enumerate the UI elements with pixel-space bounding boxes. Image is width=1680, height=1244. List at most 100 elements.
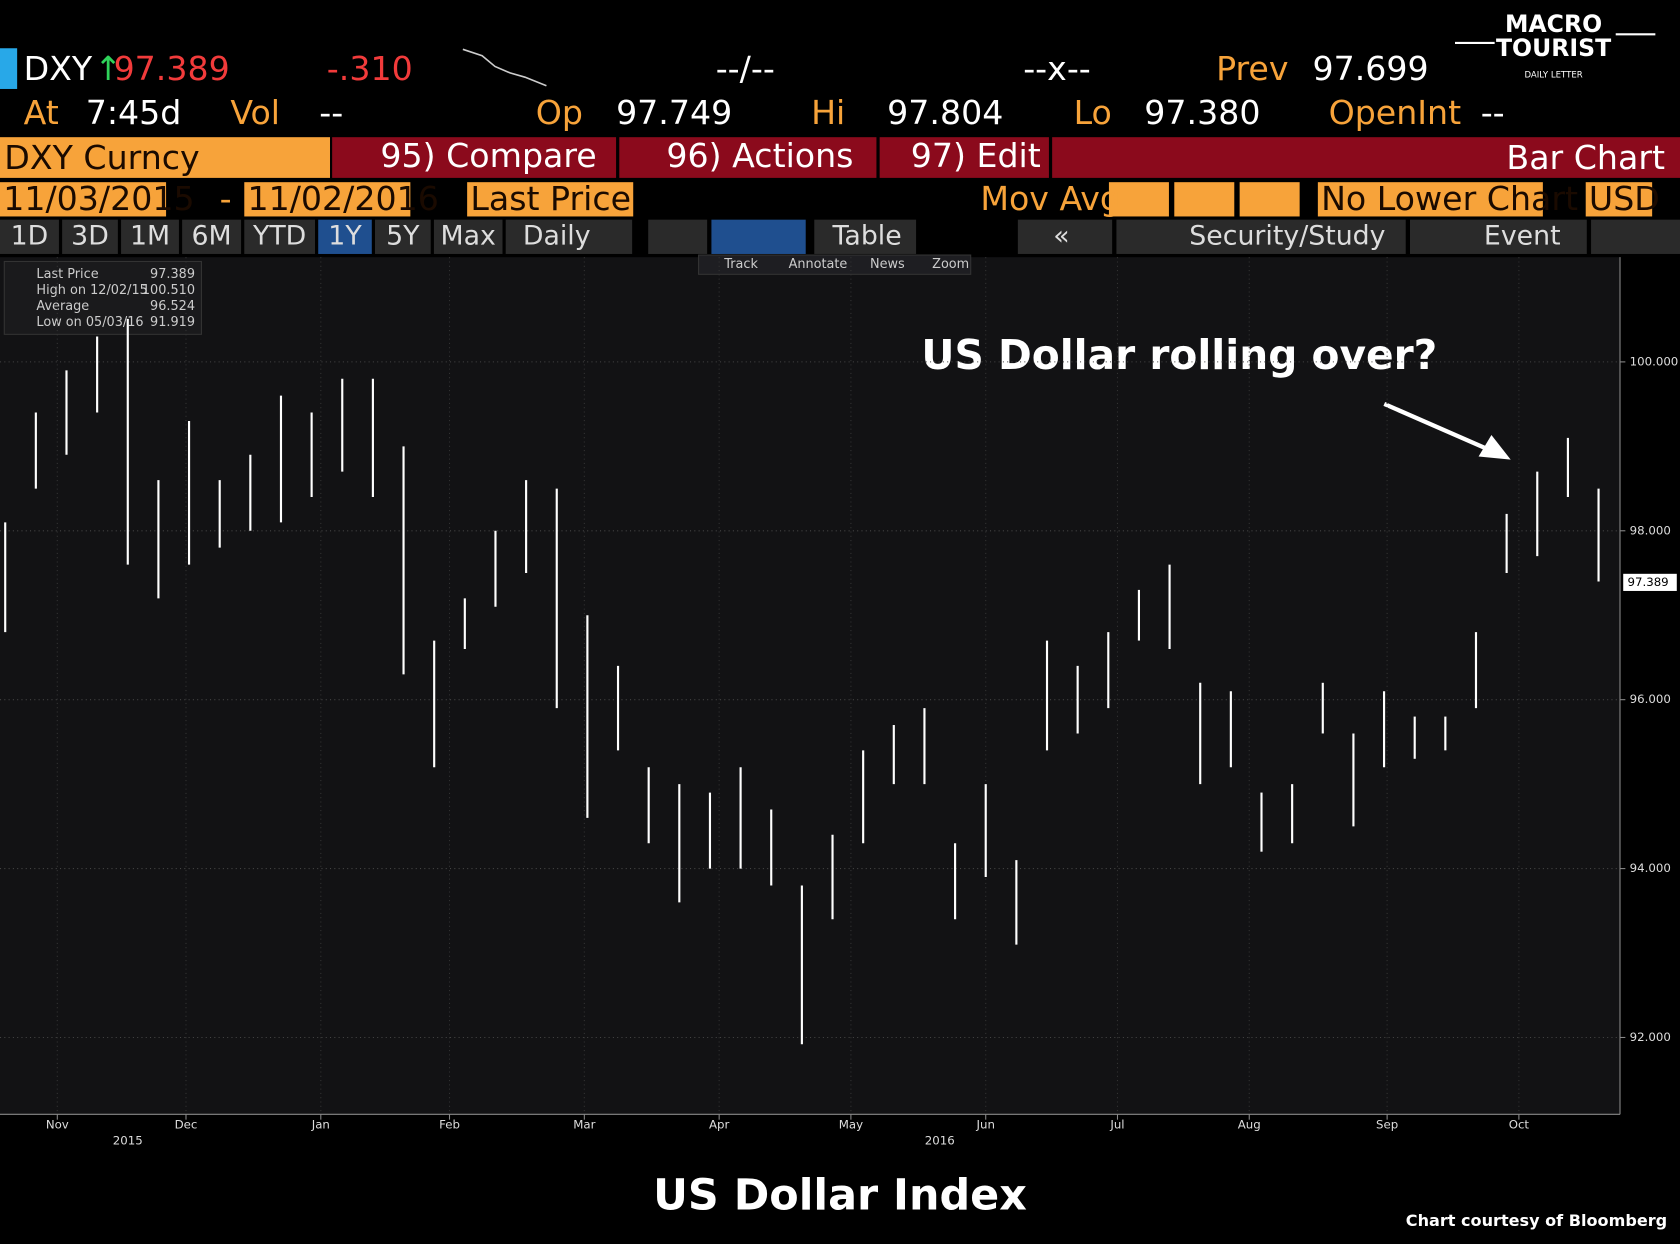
up-arrow: ↑ [94, 49, 122, 88]
toolbar [698, 254, 972, 275]
button[interactable] [0, 219, 59, 254]
hi: 97.804 [887, 93, 1003, 132]
security: DXY Curncy [4, 138, 199, 177]
tool[interactable]: News [870, 257, 905, 272]
legend-value: 96.524 [150, 299, 195, 314]
lo: 97.380 [1144, 93, 1260, 132]
tool[interactable]: Annotate [789, 257, 848, 272]
input-box[interactable] [1174, 182, 1235, 217]
button[interactable] [121, 219, 179, 254]
y-tick-label: 98.000 [1630, 523, 1671, 537]
button[interactable] [1116, 219, 1406, 254]
button[interactable] [318, 219, 372, 254]
button[interactable] [244, 219, 315, 254]
x-tick-label: May [839, 1118, 863, 1132]
x-tick-label: Mar [573, 1118, 595, 1132]
x-tick-label: Jul [1109, 1118, 1124, 1132]
button[interactable] [375, 219, 431, 254]
time: 7:45d [86, 93, 182, 132]
study: Security/Study [1189, 220, 1385, 251]
annotation: US Dollar rolling over? [921, 331, 1437, 379]
oi-label: OpenInt [1329, 93, 1462, 132]
compare: 95) Compare [380, 136, 596, 175]
button[interactable] [433, 219, 503, 254]
year-label: 2015 [113, 1134, 143, 1148]
marker [0, 48, 18, 89]
date-box[interactable] [244, 182, 411, 217]
logo: MACRO [1505, 10, 1602, 38]
vol-label: Vol [230, 93, 280, 132]
dash: - [220, 179, 232, 218]
button[interactable] [182, 219, 242, 254]
change: -.310 [327, 49, 413, 88]
year-label: 2016 [925, 1134, 955, 1148]
input-box[interactable] [1108, 182, 1169, 217]
x-tick-label: Oct [1509, 1118, 1530, 1132]
button[interactable] [1591, 219, 1680, 254]
size: --x-- [1023, 49, 1091, 88]
period: 1D [11, 220, 49, 251]
x-tick-label: Nov [46, 1118, 69, 1132]
period: Max [441, 220, 496, 251]
security-box[interactable] [0, 137, 330, 178]
date-box[interactable] [0, 182, 167, 217]
sparkline [462, 48, 547, 87]
oi: -- [1481, 93, 1505, 132]
legend [3, 260, 202, 335]
y-tick-label: 94.000 [1630, 861, 1671, 875]
y-tick-label: 96.000 [1630, 692, 1671, 706]
x-tick-label: Jan [311, 1118, 330, 1132]
view: Bar Chart [1506, 138, 1665, 177]
prev-label: Prev [1216, 49, 1288, 88]
button[interactable] [814, 219, 917, 254]
period: 6M [192, 220, 232, 251]
last-price-label: 97.389 [1628, 575, 1669, 589]
button[interactable] [505, 219, 633, 254]
credit: Chart courtesy of Bloomberg [1406, 1211, 1667, 1230]
period: YTD [252, 220, 306, 251]
chart-title: US Dollar Index [653, 1170, 1027, 1220]
input-box[interactable] [1239, 182, 1300, 217]
edit: 97) Edit [911, 136, 1041, 175]
button[interactable] [619, 137, 877, 178]
button[interactable] [332, 137, 617, 178]
field: Last Price [470, 179, 631, 218]
legend-name: Average [36, 299, 89, 314]
frequency: Daily [523, 220, 591, 251]
price: 97.389 [114, 49, 230, 88]
back: « [1053, 220, 1069, 251]
tool[interactable]: Track [723, 257, 758, 272]
logo: DAILY LETTER [1524, 71, 1582, 81]
tool[interactable]: Zoom [932, 257, 969, 272]
button[interactable] [62, 219, 118, 254]
actions: 96) Actions [666, 136, 853, 175]
x-tick-label: Apr [709, 1118, 730, 1132]
op: 97.749 [616, 93, 732, 132]
field-box[interactable] [467, 182, 634, 217]
mov-avg: Mov Avg [980, 179, 1121, 218]
plot-area [0, 257, 1620, 1115]
table: Table [832, 220, 902, 251]
button[interactable] [1017, 219, 1113, 254]
period: 1M [130, 220, 170, 251]
currency: USD [1589, 179, 1660, 218]
lower-box[interactable] [1317, 182, 1543, 217]
button[interactable] [711, 219, 806, 254]
currency-box[interactable] [1585, 182, 1653, 217]
button[interactable] [648, 219, 708, 254]
op-label: Op [536, 93, 583, 132]
period: 5Y [386, 220, 420, 251]
y-tick-label: 100.000 [1630, 354, 1679, 368]
button[interactable] [1410, 219, 1587, 254]
period: 3D [71, 220, 109, 251]
legend-value: 91.919 [150, 315, 195, 330]
legend-value: 97.389 [150, 267, 195, 282]
x-tick-label: Sep [1376, 1118, 1398, 1132]
vol: -- [319, 93, 343, 132]
button[interactable] [879, 137, 1049, 178]
button[interactable] [1052, 137, 1680, 178]
period: 1Y [328, 220, 362, 251]
x-tick-label: Dec [175, 1118, 198, 1132]
x-tick-label: Jun [976, 1118, 995, 1132]
